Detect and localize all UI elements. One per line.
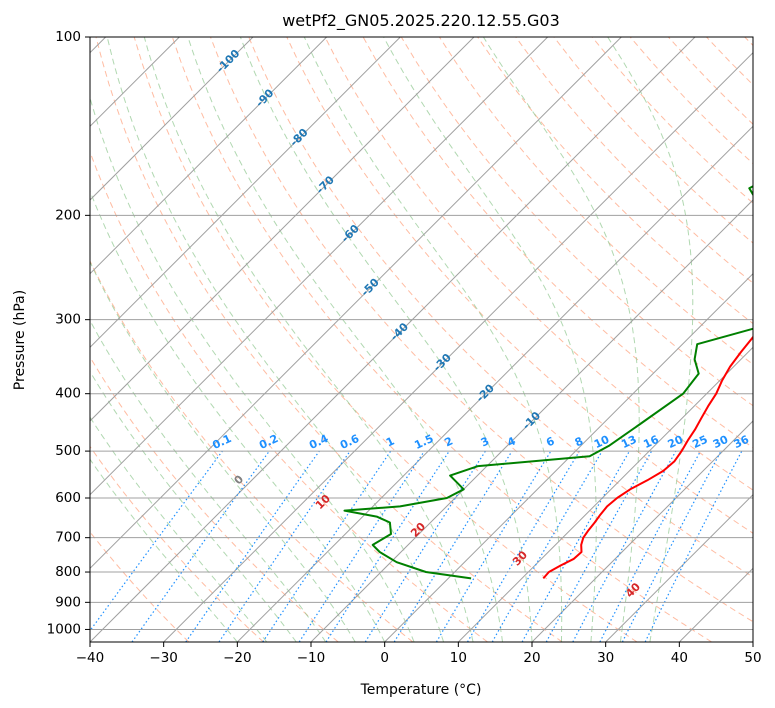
chart-title: wetPf2_GN05.2025.220.12.55.G03 bbox=[282, 11, 560, 31]
isotherm bbox=[90, 37, 254, 201]
dry-adiabat bbox=[210, 37, 753, 623]
x-tick-label: −30 bbox=[149, 650, 178, 666]
mixing-ratio-label: 10 bbox=[592, 433, 612, 451]
isotherm bbox=[90, 37, 622, 570]
isotherm bbox=[531, 420, 753, 642]
isotherm bbox=[236, 125, 753, 642]
dewpoint-trace bbox=[343, 185, 753, 580]
y-tick-label: 800 bbox=[55, 564, 81, 580]
mixing-ratio-label: 16 bbox=[641, 433, 661, 451]
dry-adiabat bbox=[324, 37, 753, 491]
y-tick-label: 200 bbox=[55, 207, 81, 223]
x-tick-label: 40 bbox=[671, 650, 688, 666]
mixing-ratio-line bbox=[262, 450, 392, 642]
mixing-ratio-line bbox=[90, 450, 223, 632]
moist-adiabat bbox=[90, 319, 327, 642]
moist-adiabat bbox=[90, 458, 238, 642]
mixing-ratio-line bbox=[298, 450, 425, 642]
x-tick-label: 30 bbox=[597, 650, 614, 666]
y-tick-label: 600 bbox=[55, 490, 81, 506]
mixing-ratio-label: 13 bbox=[619, 433, 638, 451]
x-tick-label: 50 bbox=[744, 650, 761, 666]
mixing-ratio-label: 25 bbox=[690, 433, 709, 451]
moist-adiabat bbox=[187, 37, 503, 642]
dry-adiabat bbox=[90, 445, 264, 642]
x-axis-label: Temperature (°C) bbox=[360, 682, 482, 698]
dry-adiabat bbox=[133, 37, 638, 642]
moist-adiabat bbox=[90, 370, 297, 642]
x-tick-label: −10 bbox=[297, 650, 326, 666]
y-tick-label: 400 bbox=[55, 386, 81, 402]
mixing-ratio-line bbox=[644, 450, 743, 642]
y-tick-label: 700 bbox=[55, 530, 81, 546]
moist-adiabat bbox=[303, 37, 563, 642]
mixing-ratio-line bbox=[545, 450, 653, 642]
isotherm bbox=[90, 37, 549, 496]
isotherm bbox=[384, 272, 753, 642]
y-tick-label: 500 bbox=[55, 443, 81, 459]
y-tick-label: 100 bbox=[55, 29, 81, 45]
dry-adiabat bbox=[171, 37, 712, 642]
mixing-ratio-label: 36 bbox=[732, 433, 752, 451]
mixing-ratio-line bbox=[185, 450, 320, 642]
dry-adiabat bbox=[95, 37, 563, 642]
dry-adiabat bbox=[515, 37, 753, 284]
temperature-trace bbox=[542, 335, 753, 580]
moist-adiabat bbox=[383, 37, 597, 642]
isotherm bbox=[310, 199, 753, 642]
mixing-ratio-line bbox=[393, 450, 513, 642]
moist-adiabat bbox=[607, 37, 694, 642]
moist-adiabat bbox=[90, 260, 356, 642]
dry-adiabat bbox=[248, 37, 753, 578]
moist-adiabat bbox=[482, 37, 640, 642]
y-axis-label: Pressure (hPa) bbox=[12, 290, 28, 390]
y-tick-label: 1000 bbox=[47, 621, 81, 637]
moist-adiabat bbox=[90, 416, 268, 642]
dry-adiabat bbox=[90, 356, 339, 642]
isotherm bbox=[90, 37, 401, 349]
isotherm bbox=[90, 37, 328, 275]
mixing-ratio-label: 20 bbox=[666, 433, 686, 451]
mixing-ratio-line bbox=[218, 450, 351, 642]
dry-adiabat bbox=[90, 259, 414, 642]
x-tick-label: −40 bbox=[76, 650, 105, 666]
mixing-ratio-label: 30 bbox=[711, 433, 731, 451]
isotherm bbox=[457, 346, 753, 642]
moist-adiabat bbox=[106, 37, 445, 642]
moist-adiabat bbox=[239, 37, 533, 642]
x-tick-label: 0 bbox=[380, 650, 389, 666]
moist-adiabat bbox=[143, 37, 474, 642]
x-tick-label: −20 bbox=[223, 650, 252, 666]
mixing-ratio-line bbox=[572, 450, 677, 642]
mixing-ratio-line bbox=[325, 450, 450, 642]
y-tick-label: 300 bbox=[55, 312, 81, 328]
isotherm bbox=[90, 37, 475, 422]
x-tick-label: 20 bbox=[523, 650, 540, 666]
isotherm bbox=[163, 51, 753, 642]
isotherm bbox=[90, 37, 696, 642]
isotherm bbox=[605, 493, 753, 642]
x-tick-label: 10 bbox=[450, 650, 467, 666]
y-tick-label: 900 bbox=[55, 594, 81, 610]
dry-adiabat bbox=[286, 37, 753, 534]
mixing-ratio-line bbox=[131, 450, 270, 642]
moist-adiabat bbox=[90, 189, 386, 642]
plot-frame bbox=[89, 36, 754, 643]
